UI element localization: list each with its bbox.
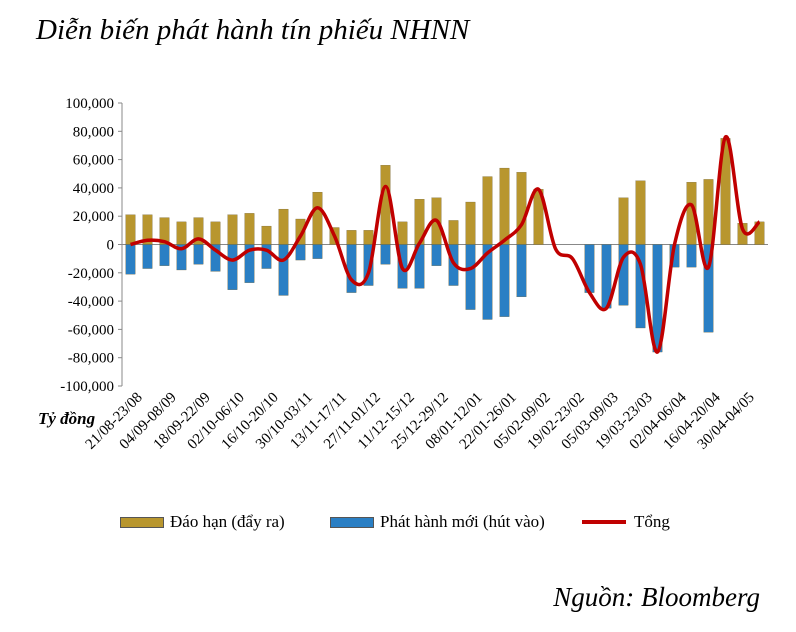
bar-issued — [210, 244, 221, 272]
y-axis-label: Tỷ đồng — [38, 409, 96, 428]
chart-title: Diễn biến phát hành tín phiếu NHNN — [36, 14, 470, 46]
y-tick-label: 100,000 — [65, 96, 114, 112]
y-axis: 100,000 80,000 60,000 40,000 20,000 0 -20,000 -… — [60, 96, 768, 395]
bar-issued — [703, 244, 714, 333]
legend-label-issued: Phát hành mới (hút vào) — [380, 512, 545, 531]
bar-matured — [397, 221, 408, 245]
y-tick-label: -20,000 — [68, 266, 114, 282]
series-issued-bars — [125, 244, 714, 353]
legend-label-total: Tổng — [634, 512, 670, 531]
total-line-path — [130, 135, 761, 354]
bar-matured — [448, 220, 459, 245]
y-tick-label: -60,000 — [68, 322, 114, 338]
legend-item-total: Tổng — [582, 512, 670, 532]
y-tick-label: 20,000 — [73, 209, 114, 225]
bar-issued — [193, 244, 204, 265]
bar-matured — [176, 221, 187, 245]
series-total-line — [130, 135, 761, 354]
legend-swatch-matured — [120, 516, 164, 528]
y-tick-label: 60,000 — [73, 153, 114, 169]
legend-item-issued: Phát hành mới (hút vào) — [330, 512, 545, 532]
y-tick-label: -80,000 — [68, 351, 114, 367]
bar-issued — [312, 244, 323, 259]
legend-swatch-issued — [330, 516, 374, 528]
bar-matured — [227, 214, 238, 245]
y-tick-label: -40,000 — [68, 294, 114, 310]
bar-issued — [278, 244, 289, 296]
y-tick-label: 0 — [107, 238, 115, 254]
bar-issued — [465, 244, 476, 310]
bar-issued — [295, 244, 306, 261]
bar-matured — [261, 225, 272, 245]
source-note: Nguồn: Bloomberg — [553, 582, 760, 612]
bar-matured — [244, 213, 255, 245]
bar-matured — [618, 197, 629, 245]
bar-issued — [499, 244, 510, 317]
bar-matured — [125, 214, 136, 245]
bar-issued — [363, 244, 374, 286]
bar-matured — [210, 221, 221, 245]
bar-issued — [261, 244, 272, 269]
y-tick-label: 40,000 — [73, 181, 114, 197]
chart: 100,000 80,000 60,000 40,000 20,000 0 -20,000 -… — [38, 96, 768, 453]
series-matured-bars — [125, 138, 765, 245]
y-tick-label: -100,000 — [60, 379, 114, 395]
legend-swatch-total — [582, 520, 626, 524]
bar-matured — [278, 208, 289, 245]
bar-issued — [346, 244, 357, 293]
bar-matured — [380, 165, 391, 245]
y-tick-label: 80,000 — [73, 124, 114, 140]
bar-matured — [346, 230, 357, 245]
bar-issued — [380, 244, 391, 265]
bar-issued — [125, 244, 136, 275]
bar-issued — [482, 244, 493, 320]
bar-issued — [686, 244, 697, 268]
bar-matured — [499, 167, 510, 245]
bar-matured — [465, 201, 476, 245]
bar-issued — [516, 244, 527, 298]
legend-label-matured: Đáo hạn (đẩy ra) — [170, 512, 285, 531]
bar-issued — [431, 244, 442, 266]
bar-matured — [482, 176, 493, 245]
legend-item-matured: Đáo hạn (đẩy ra) — [120, 512, 285, 532]
bar-issued — [142, 244, 153, 269]
bar-issued — [227, 244, 238, 290]
bar-matured — [363, 230, 374, 245]
bar-matured — [312, 191, 323, 245]
bar-matured — [635, 180, 646, 245]
bar-issued — [159, 244, 170, 266]
bar-matured — [516, 172, 527, 245]
bar-issued — [244, 244, 255, 283]
bar-issued — [176, 244, 187, 271]
x-axis: 21/08-23/0804/09-08/0918/09-22/0902/10-0… — [83, 389, 758, 453]
